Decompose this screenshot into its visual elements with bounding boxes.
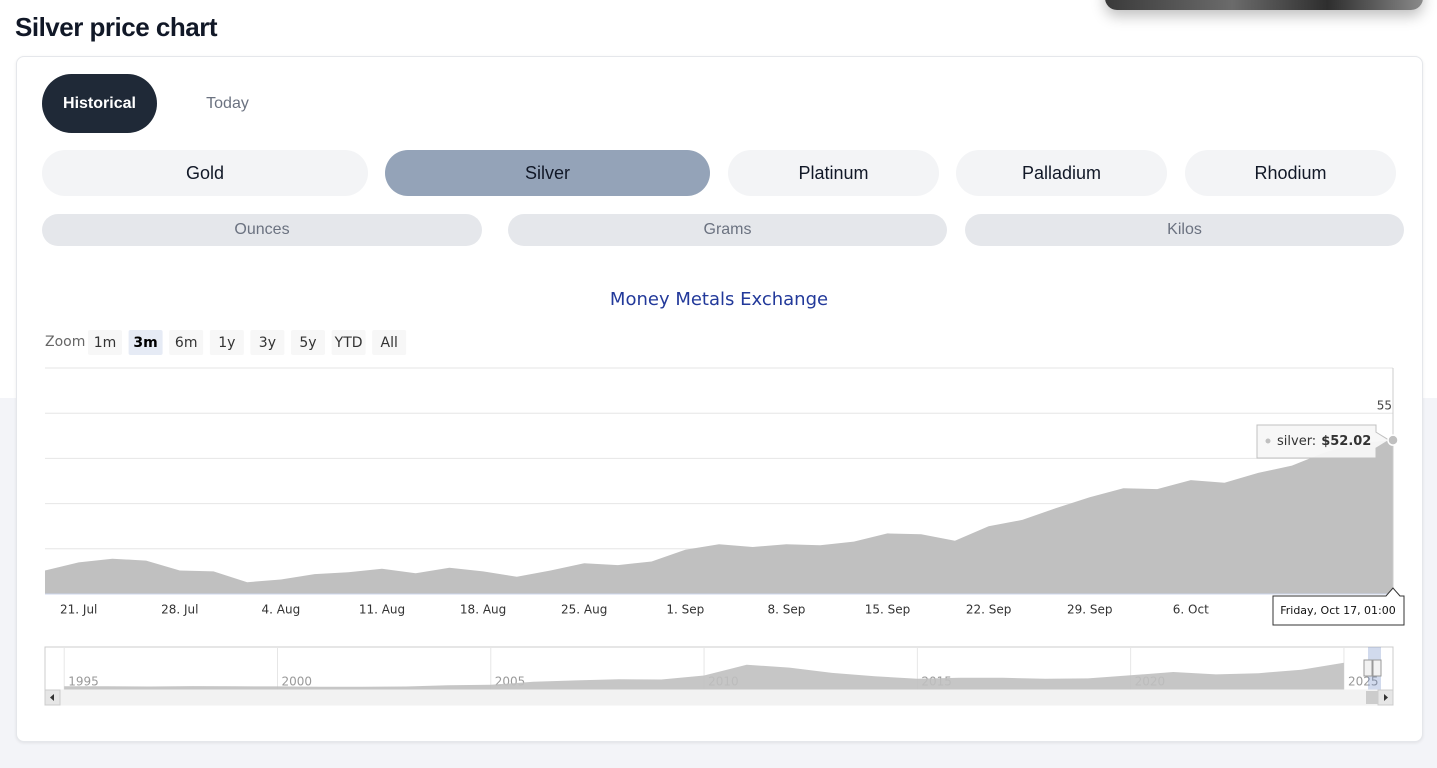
x-tick-label: 25. Aug bbox=[561, 603, 607, 617]
navigator-series bbox=[64, 662, 1344, 690]
navigator-handle[interactable] bbox=[1363, 659, 1373, 677]
scrollbar-thumb[interactable] bbox=[1366, 691, 1378, 704]
zoom-button[interactable] bbox=[331, 330, 366, 355]
unit-button[interactable]: Ounces bbox=[42, 214, 482, 246]
header-image bbox=[1105, 0, 1423, 10]
zoom-label: Zoom bbox=[45, 334, 85, 350]
metal-button[interactable]: Palladium bbox=[956, 150, 1167, 196]
zoom-button[interactable] bbox=[372, 330, 407, 355]
x-tick-label: 29. Sep bbox=[1067, 603, 1113, 617]
tooltip-value: $52.02 bbox=[1321, 434, 1371, 449]
page-title: Silver price chart bbox=[15, 12, 218, 42]
x-tick-label: 1995 bbox=[68, 675, 99, 689]
x-tick-label: 21. Jul bbox=[60, 603, 97, 617]
y-tick-label: 55 bbox=[1377, 399, 1392, 413]
x-tick-label: 8. Sep bbox=[767, 603, 805, 617]
x-tick-label: 22. Sep bbox=[966, 603, 1012, 617]
metal-button[interactable]: Gold bbox=[42, 150, 368, 196]
metal-button[interactable]: Rhodium bbox=[1185, 150, 1396, 196]
zoom-button-label[interactable]: 6m bbox=[175, 335, 198, 351]
zoom-button-label[interactable]: YTD bbox=[334, 335, 363, 351]
scrollbar-track bbox=[44, 689, 1394, 706]
zoom-button-label[interactable]: 3y bbox=[259, 335, 276, 351]
zoom-button[interactable] bbox=[88, 330, 122, 355]
x-tick-label: 6. Oct bbox=[1173, 603, 1209, 617]
zoom-button[interactable] bbox=[128, 330, 163, 355]
zoom-button-label[interactable]: 1y bbox=[218, 335, 235, 351]
tooltip-dot bbox=[1265, 438, 1271, 444]
tab-button[interactable]: Today bbox=[206, 94, 249, 112]
tooltip-text: silver: $52.02 bbox=[1277, 434, 1371, 449]
navigator-handle[interactable] bbox=[1372, 659, 1382, 677]
unit-button[interactable]: Grams bbox=[508, 214, 947, 246]
zoom-button-label[interactable]: 5y bbox=[299, 335, 316, 351]
tooltip-label: silver: bbox=[1277, 434, 1316, 449]
tab-button[interactable]: Historical bbox=[42, 74, 157, 133]
x-tick-label: 2025 bbox=[1348, 675, 1379, 689]
unit-button[interactable]: Kilos bbox=[965, 214, 1404, 246]
tooltip-date: Friday, Oct 17, 01:00 bbox=[1280, 604, 1396, 617]
metal-button[interactable]: Silver bbox=[385, 150, 710, 196]
zoom-button-label[interactable]: All bbox=[381, 335, 398, 351]
date-box bbox=[1272, 587, 1405, 626]
zoom-button[interactable] bbox=[169, 330, 204, 355]
zoom-button-label[interactable]: 1m bbox=[94, 335, 117, 351]
x-tick-label: 15. Sep bbox=[865, 603, 911, 617]
x-tick-label: 11. Aug bbox=[359, 603, 405, 617]
scrollbar-arrow bbox=[1384, 694, 1388, 701]
zoom-button-label[interactable]: 3m bbox=[133, 335, 157, 351]
area-series bbox=[45, 440, 1393, 594]
zoom-button[interactable] bbox=[209, 330, 244, 355]
tooltip-box bbox=[1256, 424, 1390, 459]
zoom-button[interactable] bbox=[250, 330, 285, 355]
x-tick-label: 4. Aug bbox=[262, 603, 301, 617]
scrollbar-arrow bbox=[50, 694, 54, 701]
zoom-button[interactable] bbox=[291, 330, 325, 355]
x-tick-label: 1. Sep bbox=[666, 603, 704, 617]
x-tick-label: 28. Jul bbox=[161, 603, 198, 617]
x-tick-label: 18. Aug bbox=[460, 603, 506, 617]
metal-button[interactable]: Platinum bbox=[728, 150, 939, 196]
x-tick-label: 2000 bbox=[281, 675, 312, 689]
chart-title: Money Metals Exchange bbox=[610, 289, 828, 310]
hover-marker bbox=[1387, 434, 1399, 446]
